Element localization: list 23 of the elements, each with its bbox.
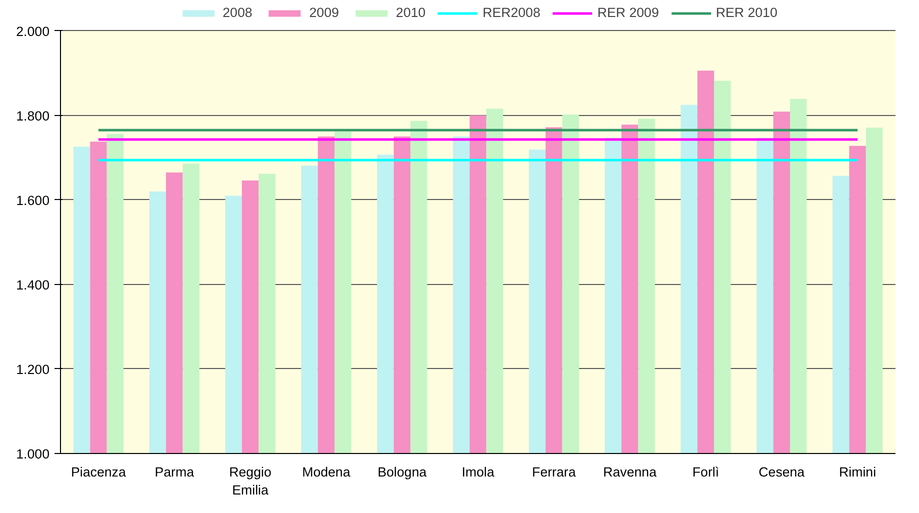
legend-label: 2010 xyxy=(396,5,426,20)
x-tick-label: Ravenna xyxy=(603,464,658,480)
y-tick-label: 2.000 xyxy=(16,24,50,39)
x-tick-label: Piacenza xyxy=(71,464,126,480)
legend-label: 2008 xyxy=(222,5,252,20)
x-tick-label: Ferrara xyxy=(532,464,576,480)
legend-label: RER 2009 xyxy=(597,5,659,20)
legend-label: 2009 xyxy=(309,5,339,20)
y-tick-label: 1.800 xyxy=(16,108,50,124)
x-tick-label: Rimini xyxy=(839,464,876,480)
x-tick-label: Imola xyxy=(462,464,495,480)
x-tick-label: Parma xyxy=(154,464,195,480)
x-tick-label: Bologna xyxy=(378,464,428,480)
y-tick-label: 1.600 xyxy=(16,192,50,208)
x-tick-label: Cesena xyxy=(758,464,806,480)
x-tick-label: Reggio Emilia xyxy=(229,464,272,498)
y-tick-label: 1.200 xyxy=(16,362,50,377)
x-tick-label: Modena xyxy=(302,464,351,480)
legend-label: RER2008 xyxy=(482,5,540,20)
legend-label: RER 2010 xyxy=(716,5,778,20)
x-tick-label: Forlì xyxy=(692,464,720,480)
y-tick-label: 1.400 xyxy=(16,277,50,292)
y-tick-label: 1.000 xyxy=(16,446,50,462)
